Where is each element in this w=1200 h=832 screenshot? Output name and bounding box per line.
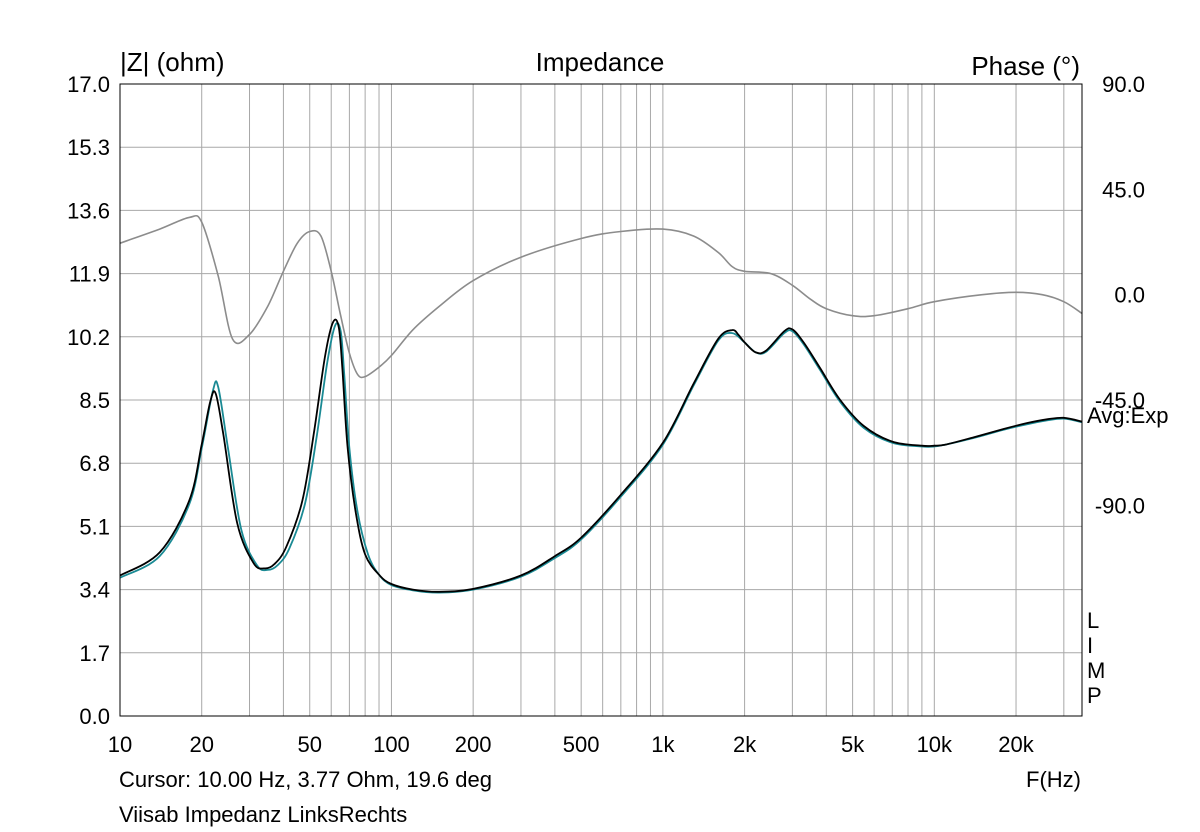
x-tick-label: 10	[108, 732, 132, 757]
series-layer	[119, 214, 1083, 594]
y-tick-left-label: 13.6	[67, 198, 110, 223]
y-tick-right-label: -45.0	[1095, 388, 1145, 413]
side-letter: P	[1087, 683, 1102, 708]
impedance-curve-black	[119, 318, 1083, 593]
y-tick-left-label: 17.0	[67, 72, 110, 97]
x-tick-label: 5k	[841, 732, 865, 757]
phase-curve	[119, 214, 1083, 379]
y-tick-left-label: 3.4	[79, 578, 110, 603]
y-axis-left-label: |Z| (ohm)	[120, 47, 225, 77]
y-tick-left-label: 6.8	[79, 451, 110, 476]
y-tick-left-label: 10.2	[67, 325, 110, 350]
y-tick-left-label: 15.3	[67, 135, 110, 160]
y-ticks-left: 0.0 1.7 3.4 5.1 6.8 8.5 10.2 11.9 13.6 15.3 17.0	[67, 72, 110, 729]
side-letter: I	[1087, 633, 1093, 658]
y-tick-left-label: 8.5	[79, 388, 110, 413]
x-tick-label: 100	[373, 732, 410, 757]
x-tick-label: 2k	[733, 732, 757, 757]
x-tick-label: 500	[563, 732, 600, 757]
plot-frame	[119, 83, 1083, 717]
side-letter: M	[1087, 658, 1105, 683]
y-tick-right-label: 0.0	[1114, 283, 1145, 308]
y-ticks-right: -90.0 -45.0 0.0 45.0 90.0	[1095, 72, 1145, 518]
y-tick-right-label: 90.0	[1102, 72, 1145, 97]
x-tick-label: 1k	[651, 732, 675, 757]
x-tick-label: 200	[455, 732, 492, 757]
impedance-curve-teal	[119, 322, 1083, 594]
x-tick-label: 20k	[998, 732, 1034, 757]
footer-title: Viisab Impedanz LinksRechts	[119, 802, 407, 827]
y-tick-left-label: 11.9	[69, 262, 110, 287]
y-tick-left-label: 0.0	[79, 704, 110, 729]
grid	[120, 84, 1082, 716]
y-tick-left-label: 1.7	[79, 641, 110, 666]
cursor-readout: Cursor: 10.00 Hz, 3.77 Ohm, 19.6 deg	[119, 767, 492, 792]
x-tick-label: 10k	[917, 732, 953, 757]
y-axis-right-label: Phase (°)	[971, 51, 1080, 81]
x-ticks: 10 20 50 100 200 500 1k 2k 5k 10k 20k	[108, 732, 1035, 757]
y-tick-left-label: 5.1	[79, 514, 110, 539]
legend-label: Avg:Exp	[1087, 403, 1169, 428]
y-tick-right-label: 45.0	[1102, 177, 1145, 202]
y-tick-right-label: -90.0	[1095, 493, 1145, 518]
chart-title: Impedance	[536, 47, 665, 77]
x-tick-label: 20	[189, 732, 213, 757]
x-axis-label: F(Hz)	[1026, 767, 1081, 792]
side-letter: L	[1087, 608, 1099, 633]
x-tick-label: 50	[297, 732, 321, 757]
